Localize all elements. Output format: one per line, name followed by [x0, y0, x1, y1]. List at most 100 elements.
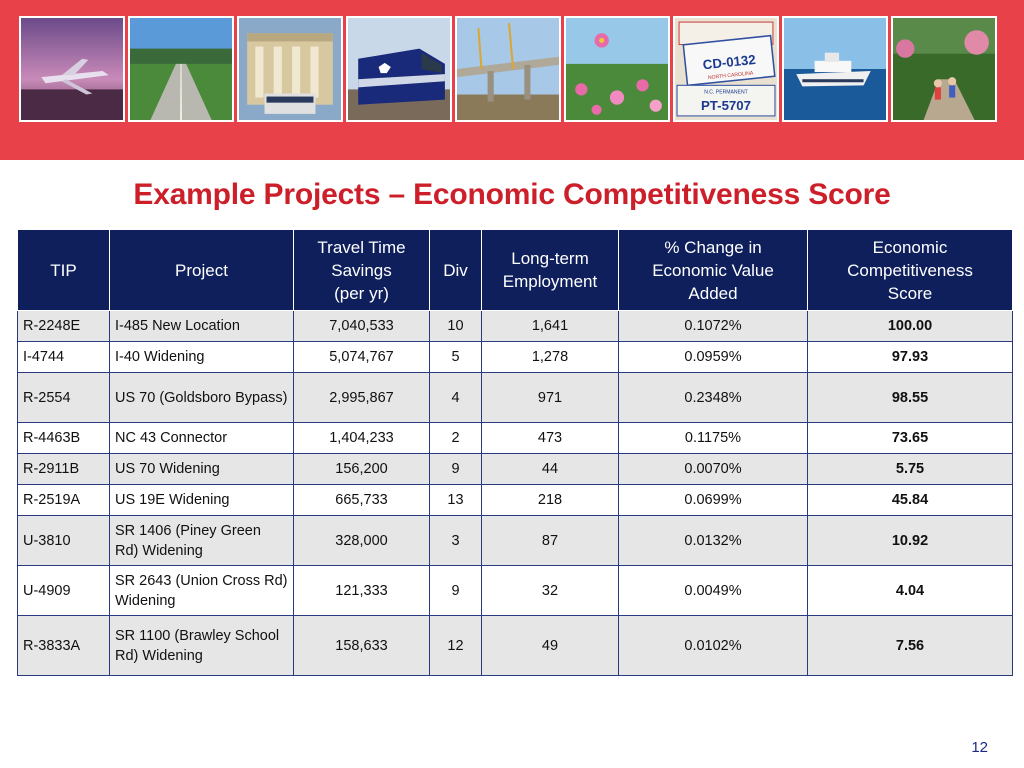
table-row: U-3810 SR 1406 (Piney Green Rd) Widening…: [17, 515, 1013, 566]
header-line: Savings: [331, 260, 392, 280]
table-row: R-4463B NC 43 Connector 1,404,233 2 473 …: [17, 422, 1013, 454]
table-row: R-2519A US 19E Widening 665,733 13 218 0…: [17, 484, 1013, 516]
cell-div: 10: [429, 310, 482, 342]
cell-change: 0.0102%: [618, 615, 808, 676]
cell-project: SR 2643 (Union Cross Rd) Widening: [109, 565, 294, 616]
cell-tip: U-4909: [17, 565, 110, 616]
cell-tip: R-2519A: [17, 484, 110, 516]
cell-tip: I-4744: [17, 341, 110, 373]
page-number: 12: [971, 739, 988, 756]
license-plates-photo: CD-0132 NORTH CAROLINA N.C. PERMANENT PT…: [673, 16, 779, 122]
cell-employment: 1,278: [481, 341, 619, 373]
cell-tip: R-4463B: [17, 422, 110, 454]
plate-state: NORTH CAROLINA: [708, 70, 754, 81]
cell-project: US 19E Widening: [109, 484, 294, 516]
projects-table: TIP Project Travel Time Savings (per yr)…: [17, 229, 1013, 676]
cell-tip: R-3833A: [17, 615, 110, 676]
header-line: Economic Value: [652, 260, 774, 280]
cell-score: 97.93: [807, 341, 1013, 373]
cell-employment: 32: [481, 565, 619, 616]
cell-travel: 665,733: [293, 484, 430, 516]
cell-change: 0.0049%: [618, 565, 808, 616]
table-row: R-2554 US 70 (Goldsboro Bypass) 2,995,86…: [17, 372, 1013, 423]
bus-station-photo: [237, 16, 343, 122]
train-photo: [346, 16, 452, 122]
cell-score: 73.65: [807, 422, 1013, 454]
cell-travel: 7,040,533: [293, 310, 430, 342]
airplane-photo: [19, 16, 125, 122]
cell-change: 0.0132%: [618, 515, 808, 566]
header-line: Added: [688, 283, 738, 303]
cell-employment: 218: [481, 484, 619, 516]
cell-div: 4: [429, 372, 482, 423]
cell-travel: 121,333: [293, 565, 430, 616]
plate-number: CD-0132: [702, 52, 756, 72]
cell-change: 0.1175%: [618, 422, 808, 454]
cell-tip: R-2248E: [17, 310, 110, 342]
cell-employment: 49: [481, 615, 619, 676]
header-div: Div: [429, 229, 482, 311]
cell-project: NC 43 Connector: [109, 422, 294, 454]
cell-tip: R-2554: [17, 372, 110, 423]
cell-employment: 971: [481, 372, 619, 423]
cell-employment: 1,641: [481, 310, 619, 342]
header-project: Project: [109, 229, 294, 311]
header-line: Competitiveness: [847, 260, 973, 280]
cell-travel: 156,200: [293, 453, 430, 485]
header-line: (per yr): [334, 283, 389, 303]
cell-employment: 473: [481, 422, 619, 454]
wildflowers-photo: [564, 16, 670, 122]
cell-change: 0.0699%: [618, 484, 808, 516]
cell-project: SR 1100 (Brawley School Rd) Widening: [109, 615, 294, 676]
cell-div: 2: [429, 422, 482, 454]
header-line: Employment: [502, 272, 598, 291]
cell-project: I-40 Widening: [109, 341, 294, 373]
plate-caption: N.C. PERMANENT: [704, 89, 748, 95]
cell-change: 0.0070%: [618, 453, 808, 485]
cell-div: 5: [429, 341, 482, 373]
cell-score: 100.00: [807, 310, 1013, 342]
table-row: U-4909 SR 2643 (Union Cross Rd) Widening…: [17, 565, 1013, 616]
header-long-term-employment: Long-term Employment: [481, 229, 619, 311]
cell-score: 10.92: [807, 515, 1013, 566]
cell-travel: 158,633: [293, 615, 430, 676]
table-row: I-4744 I-40 Widening 5,074,767 5 1,278 0…: [17, 341, 1013, 373]
cell-div: 13: [429, 484, 482, 516]
page-title: Example Projects – Economic Competitiven…: [133, 178, 891, 211]
cell-change: 0.1072%: [618, 310, 808, 342]
cell-travel: 328,000: [293, 515, 430, 566]
table-row: R-2248E I-485 New Location 7,040,533 10 …: [17, 310, 1013, 342]
header-line: % Change in: [664, 237, 762, 257]
cell-change: 0.0959%: [618, 341, 808, 373]
table-header-row: TIP Project Travel Time Savings (per yr)…: [17, 229, 1013, 311]
header-travel-time-savings: Travel Time Savings (per yr): [293, 229, 430, 311]
cell-div: 9: [429, 453, 482, 485]
cell-travel: 1,404,233: [293, 422, 430, 454]
highway-photo: [128, 16, 234, 122]
cell-tip: U-3810: [17, 515, 110, 566]
plate-number-2: PT-5707: [701, 98, 751, 113]
bridge-construction-photo: [455, 16, 561, 122]
header-percent-change: % Change in Economic Value Added: [618, 229, 808, 311]
header-line: Long-term: [511, 249, 589, 268]
ferry-photo: [782, 16, 888, 122]
cell-employment: 44: [481, 453, 619, 485]
cell-score: 4.04: [807, 565, 1013, 616]
cell-div: 3: [429, 515, 482, 566]
cell-project: US 70 Widening: [109, 453, 294, 485]
cell-score: 5.75: [807, 453, 1013, 485]
table-row: R-2911B US 70 Widening 156,200 9 44 0.00…: [17, 453, 1013, 485]
header-banner: CD-0132 NORTH CAROLINA N.C. PERMANENT PT…: [0, 0, 1024, 160]
cell-travel: 5,074,767: [293, 341, 430, 373]
header-line: Score: [887, 283, 933, 303]
cell-travel: 2,995,867: [293, 372, 430, 423]
cell-div: 12: [429, 615, 482, 676]
table-row: R-3833A SR 1100 (Brawley School Rd) Wide…: [17, 615, 1013, 676]
cell-score: 7.56: [807, 615, 1013, 676]
cyclists-photo: [891, 16, 997, 122]
cell-change: 0.2348%: [618, 372, 808, 423]
cell-score: 98.55: [807, 372, 1013, 423]
header-tip: TIP: [17, 229, 110, 311]
header-economic-competitiveness-score: Economic Competitiveness Score: [807, 229, 1013, 311]
cell-div: 9: [429, 565, 482, 616]
